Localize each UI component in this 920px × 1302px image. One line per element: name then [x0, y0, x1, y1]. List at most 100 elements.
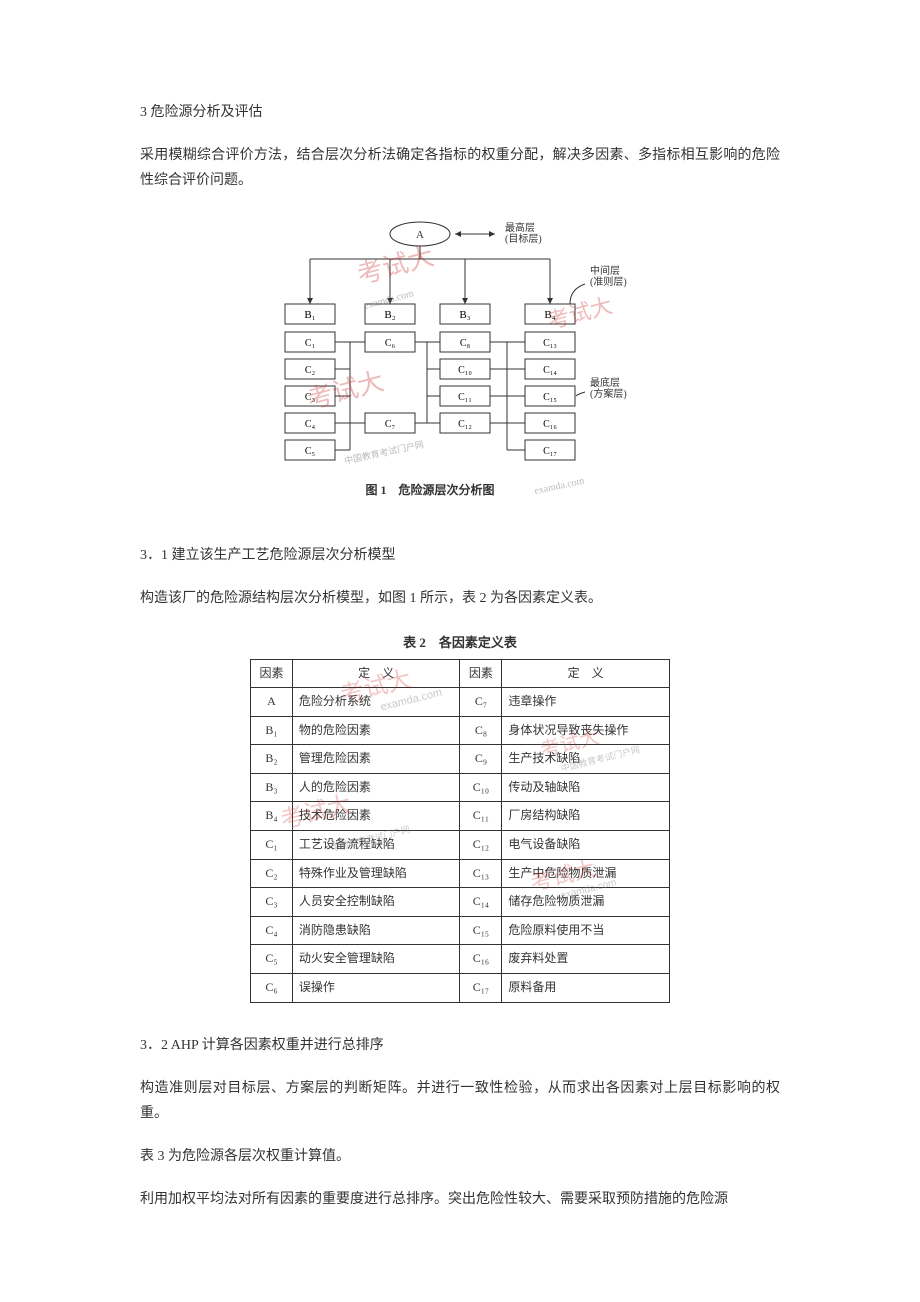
- svg-text:C₁: C₁: [305, 338, 315, 349]
- cell-factor: C₃: [251, 888, 293, 917]
- cell-definition: 生产技术缺陷: [502, 745, 670, 774]
- cell-definition: 管理危险因素: [292, 745, 460, 774]
- svg-text:C₁₆: C₁₆: [543, 419, 557, 430]
- section-32-p1: 构造准则层对目标层、方案层的判断矩阵。并进行一致性检验，从而求出各因素对上层目标…: [140, 1076, 780, 1126]
- cell-factor: A: [251, 688, 293, 717]
- cell-factor: C₁₀: [460, 773, 502, 802]
- svg-text:A: A: [416, 229, 424, 241]
- cell-factor: C₂: [251, 859, 293, 888]
- table-2: 因素 定 义 因素 定 义 A危险分析系统C₇违章操作B₁物的危险因素C₈身体状…: [250, 659, 670, 1003]
- svg-text:C₁₃: C₁₃: [543, 338, 557, 349]
- svg-text:中间层: 中间层: [590, 264, 620, 277]
- cell-factor: C₁₁: [460, 802, 502, 831]
- svg-text:C₅: C₅: [305, 446, 315, 457]
- cell-definition: 技术危险因素: [292, 802, 460, 831]
- table-row: C₂特殊作业及管理缺陷C₁₃生产中危险物质泄漏: [251, 859, 670, 888]
- cell-factor: C₁₅: [460, 916, 502, 945]
- cell-definition: 电气设备缺陷: [502, 831, 670, 860]
- cell-definition: 生产中危险物质泄漏: [502, 859, 670, 888]
- table-row: A危险分析系统C₇违章操作: [251, 688, 670, 717]
- cell-factor: C₁₃: [460, 859, 502, 888]
- cell-factor: B₄: [251, 802, 293, 831]
- svg-text:C₁₀: C₁₀: [458, 365, 472, 376]
- svg-text:(目标层): (目标层): [505, 233, 542, 245]
- table-row: B₄技术危险因素C₁₁厂房结构缺陷: [251, 802, 670, 831]
- svg-text:C₆: C₆: [385, 338, 396, 349]
- table-row: C₆误操作C₁₇原料备用: [251, 974, 670, 1003]
- cell-definition: 特殊作业及管理缺陷: [292, 859, 460, 888]
- cell-definition: 厂房结构缺陷: [502, 802, 670, 831]
- cell-definition: 误操作: [292, 974, 460, 1003]
- table-row: C₁工艺设备流程缺陷C₁₂电气设备缺陷: [251, 831, 670, 860]
- svg-text:C₁₇: C₁₇: [543, 446, 557, 457]
- table-row: C₅动火安全管理缺陷C₁₆废弃料处置: [251, 945, 670, 974]
- figure-1-container: A 最高层 (目标层) 中间层 (准则层) B₁: [140, 214, 780, 513]
- section-3-title: 3 危险源分析及评估: [140, 100, 780, 125]
- cell-definition: 危险分析系统: [292, 688, 460, 717]
- cell-factor: C₆: [251, 974, 293, 1003]
- cell-definition: 物的危险因素: [292, 716, 460, 745]
- table-row: B₁物的危险因素C₈身体状况导致丧失操作: [251, 716, 670, 745]
- cell-factor: C₁: [251, 831, 293, 860]
- hierarchy-diagram: A 最高层 (目标层) 中间层 (准则层) B₁: [270, 214, 650, 504]
- th-factor-2: 因素: [460, 659, 502, 688]
- table-row: C₄消防隐患缺陷C₁₅危险原料使用不当: [251, 916, 670, 945]
- section-32-title: 3．2 AHP 计算各因素权重并进行总排序: [140, 1033, 780, 1058]
- svg-text:C₁₅: C₁₅: [543, 392, 557, 403]
- cell-factor: C₁₂: [460, 831, 502, 860]
- table-header-row: 因素 定 义 因素 定 义: [251, 659, 670, 688]
- cell-factor: C₉: [460, 745, 502, 774]
- section-31-title: 3．1 建立该生产工艺危险源层次分析模型: [140, 543, 780, 568]
- cell-factor: C₁₇: [460, 974, 502, 1003]
- svg-text:最底层: 最底层: [590, 376, 620, 389]
- cell-factor: C₁₄: [460, 888, 502, 917]
- table-row: B₂管理危险因素C₉生产技术缺陷: [251, 745, 670, 774]
- svg-text:C₈: C₈: [460, 338, 471, 349]
- figure-caption: 图 1 危险源层次分析图: [365, 482, 494, 497]
- svg-text:C₇: C₇: [385, 419, 395, 430]
- svg-text:C₁₁: C₁₁: [458, 392, 472, 403]
- table-2-container: 表 2 各因素定义表 因素 定 义 因素 定 义 A危险分析系统C₇违章操作B₁…: [250, 631, 670, 1003]
- cell-factor: B₂: [251, 745, 293, 774]
- cell-factor: C₄: [251, 916, 293, 945]
- cell-definition: 身体状况导致丧失操作: [502, 716, 670, 745]
- cell-definition: 危险原料使用不当: [502, 916, 670, 945]
- cell-definition: 原料备用: [502, 974, 670, 1003]
- svg-text:C₁₂: C₁₂: [458, 419, 472, 430]
- cell-definition: 违章操作: [502, 688, 670, 717]
- cell-factor: B₃: [251, 773, 293, 802]
- section-31-text: 构造该厂的危险源结构层次分析模型，如图 1 所示，表 2 为各因素定义表。: [140, 586, 780, 611]
- th-def-1: 定 义: [292, 659, 460, 688]
- svg-text:(方案层): (方案层): [590, 387, 627, 400]
- figure-1: A 最高层 (目标层) 中间层 (准则层) B₁: [270, 214, 650, 504]
- cell-factor: C₇: [460, 688, 502, 717]
- th-factor-1: 因素: [251, 659, 293, 688]
- section-3-intro: 采用模糊综合评价方法，结合层次分析法确定各指标的权重分配，解决多因素、多指标相互…: [140, 143, 780, 193]
- cell-definition: 人的危险因素: [292, 773, 460, 802]
- svg-text:B₃: B₃: [459, 309, 470, 321]
- svg-text:B₁: B₁: [304, 309, 315, 321]
- svg-text:中国教育考试门户网: 中国教育考试门户网: [343, 438, 425, 466]
- cell-definition: 消防隐患缺陷: [292, 916, 460, 945]
- svg-text:C₂: C₂: [305, 365, 315, 376]
- svg-text:examda.com: examda.com: [533, 475, 585, 496]
- section-32-p3: 利用加权平均法对所有因素的重要度进行总排序。突出危险性较大、需要采取预防措施的危…: [140, 1187, 780, 1212]
- cell-factor: B₁: [251, 716, 293, 745]
- svg-text:(准则层): (准则层): [590, 275, 627, 288]
- svg-text:C₁₄: C₁₄: [543, 365, 557, 376]
- svg-text:考试大: 考试大: [354, 241, 437, 289]
- cell-definition: 储存危险物质泄漏: [502, 888, 670, 917]
- cell-definition: 动火安全管理缺陷: [292, 945, 460, 974]
- th-def-2: 定 义: [502, 659, 670, 688]
- table-row: B₃人的危险因素C₁₀传动及轴缺陷: [251, 773, 670, 802]
- svg-text:最高层: 最高层: [505, 221, 535, 234]
- cell-factor: C₅: [251, 945, 293, 974]
- table-row: C₃人员安全控制缺陷C₁₄储存危险物质泄漏: [251, 888, 670, 917]
- table-2-title: 表 2 各因素定义表: [250, 631, 670, 654]
- cell-definition: 工艺设备流程缺陷: [292, 831, 460, 860]
- svg-text:考试大: 考试大: [545, 292, 615, 333]
- cell-definition: 传动及轴缺陷: [502, 773, 670, 802]
- cell-factor: C₈: [460, 716, 502, 745]
- cell-definition: 废弃料处置: [502, 945, 670, 974]
- cell-definition: 人员安全控制缺陷: [292, 888, 460, 917]
